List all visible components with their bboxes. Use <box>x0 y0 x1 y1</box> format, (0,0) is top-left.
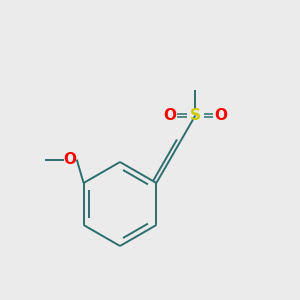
Text: O: O <box>64 152 76 167</box>
Text: O: O <box>214 108 227 123</box>
Text: S: S <box>190 108 201 123</box>
Text: O: O <box>164 108 176 123</box>
